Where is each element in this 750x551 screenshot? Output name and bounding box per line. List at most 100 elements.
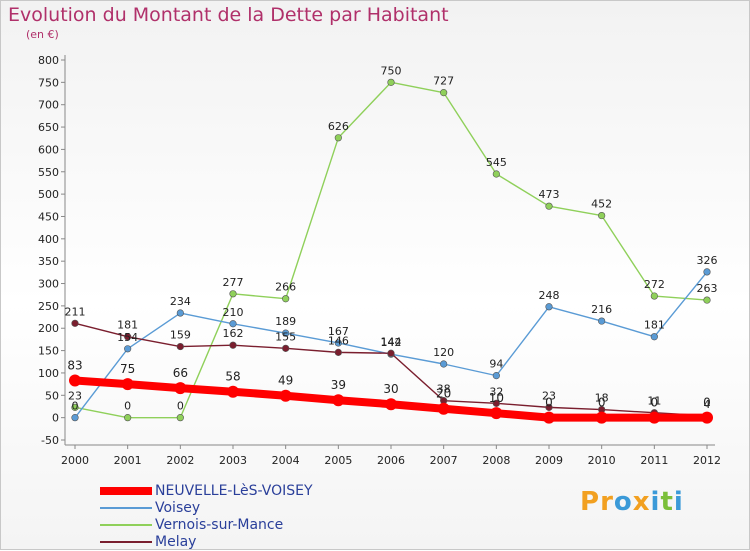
data-label-voisey: 142	[381, 336, 402, 349]
data-label-neuvelle-les-voisey: 58	[225, 370, 240, 384]
point-neuvelle-les-voisey	[227, 385, 239, 398]
y-tick-label: 350	[38, 255, 59, 268]
data-label-vernois-sur-mance: 452	[591, 198, 612, 211]
data-label-voisey: 216	[591, 303, 612, 316]
y-tick-label: 600	[38, 143, 59, 156]
point-neuvelle-les-voisey	[595, 411, 608, 424]
x-tick-label: 2010	[588, 454, 616, 467]
y-tick-label: 100	[38, 367, 59, 380]
point-melay	[71, 319, 79, 327]
x-tick-label: 2009	[535, 454, 563, 467]
point-neuvelle-les-voisey	[701, 411, 713, 424]
data-label-vernois-sur-mance: 626	[328, 120, 349, 133]
point-voisey	[492, 372, 500, 380]
logo-letter: P	[580, 487, 601, 517]
data-label-vernois-sur-mance: 0	[124, 400, 131, 413]
legend-swatch	[100, 507, 152, 509]
point-vernois-sur-mance	[492, 170, 500, 178]
series-line-vernois-sur-mance	[74, 81, 708, 419]
logo-letter: o	[613, 487, 633, 517]
point-vernois-sur-mance	[124, 414, 132, 422]
data-label-neuvelle-les-voisey: 75	[120, 362, 135, 376]
y-tick-label: 750	[38, 76, 59, 89]
x-tick-label: 2011	[640, 454, 668, 467]
data-label-neuvelle-les-voisey: 10	[489, 391, 504, 405]
point-neuvelle-les-voisey	[648, 411, 661, 424]
data-label-neuvelle-les-voisey: 20	[436, 387, 451, 401]
y-tick-label: 0	[52, 412, 59, 425]
data-label-voisey: 326	[697, 254, 718, 267]
data-label-melay: 162	[223, 327, 244, 340]
y-tick-label: 500	[38, 188, 59, 201]
point-voisey	[545, 303, 553, 311]
legend-label: NEUVELLE-LèS-VOISEY	[155, 483, 313, 499]
logo-letter: r	[600, 487, 614, 517]
data-label-neuvelle-les-voisey: 0	[545, 396, 553, 410]
data-label-neuvelle-les-voisey: 0	[651, 396, 659, 410]
point-voisey	[334, 339, 342, 347]
data-label-vernois-sur-mance: 0	[177, 400, 184, 413]
x-tick-label: 2000	[61, 454, 89, 467]
data-label-melay: 144	[381, 335, 402, 348]
data-label-melay: 181	[117, 319, 138, 332]
point-voisey	[703, 268, 711, 276]
data-label-neuvelle-les-voisey: 30	[383, 382, 398, 396]
data-label-voisey: 189	[275, 315, 296, 328]
point-neuvelle-les-voisey	[490, 407, 503, 420]
data-label-vernois-sur-mance: 545	[486, 156, 507, 169]
point-neuvelle-les-voisey	[279, 389, 292, 402]
data-label-vernois-sur-mance: 750	[381, 64, 402, 77]
axes: -500501001502002503003504004505005506006…	[38, 54, 721, 467]
point-melay	[334, 348, 342, 356]
legend-swatch	[100, 487, 152, 495]
point-vernois-sur-mance	[650, 292, 658, 300]
logo-letter: t	[660, 487, 674, 517]
data-label-voisey: 120	[433, 346, 454, 359]
point-vernois-sur-mance	[387, 78, 395, 86]
data-label-neuvelle-les-voisey: 83	[67, 359, 82, 373]
y-tick-label: 200	[38, 322, 59, 335]
x-tick-label: 2003	[219, 454, 247, 467]
point-vernois-sur-mance	[545, 202, 553, 210]
logo-letter: i	[650, 487, 661, 517]
point-neuvelle-les-voisey	[174, 382, 187, 395]
data-label-vernois-sur-mance: 263	[697, 282, 718, 295]
data-label-melay: 18	[595, 392, 609, 405]
point-neuvelle-les-voisey	[332, 394, 345, 407]
point-vernois-sur-mance	[176, 414, 184, 422]
point-neuvelle-les-voisey	[437, 402, 450, 415]
point-neuvelle-les-voisey	[69, 374, 81, 387]
data-label-melay: 159	[170, 329, 191, 342]
data-label-neuvelle-les-voisey: 49	[278, 374, 293, 388]
point-voisey	[650, 333, 658, 341]
legend-label: Voisey	[155, 500, 201, 516]
legend-label: Melay	[155, 534, 197, 550]
data-label-voisey: 248	[539, 289, 560, 302]
point-voisey	[282, 329, 290, 337]
data-label-melay: 23	[542, 389, 556, 402]
data-label-vernois-sur-mance: 277	[223, 276, 244, 289]
y-tick-label: 400	[38, 233, 59, 246]
point-melay	[282, 344, 290, 352]
data-label-vernois-sur-mance: 266	[275, 281, 296, 294]
x-tick-label: 2002	[166, 454, 194, 467]
legend-swatch	[100, 524, 152, 526]
point-melay	[545, 403, 553, 411]
y-tick-label: 150	[38, 345, 59, 358]
data-label-vernois-sur-mance: 727	[433, 75, 454, 88]
point-vernois-sur-mance	[282, 295, 290, 303]
y-tick-label: 550	[38, 166, 59, 179]
point-voisey	[440, 360, 448, 368]
data-label-voisey: 94	[489, 358, 503, 371]
data-label-melay: 155	[275, 330, 296, 343]
data-label-neuvelle-les-voisey: 0	[598, 396, 606, 410]
point-melay	[124, 333, 132, 341]
y-tick-label: 800	[38, 54, 59, 67]
y-tick-label: 700	[38, 99, 59, 112]
chart-title: Evolution du Montant de la Dette par Hab…	[8, 4, 449, 26]
data-label-voisey: 210	[223, 306, 244, 319]
proxiti-logo: Proxiti	[580, 487, 684, 517]
point-vernois-sur-mance	[229, 290, 237, 298]
